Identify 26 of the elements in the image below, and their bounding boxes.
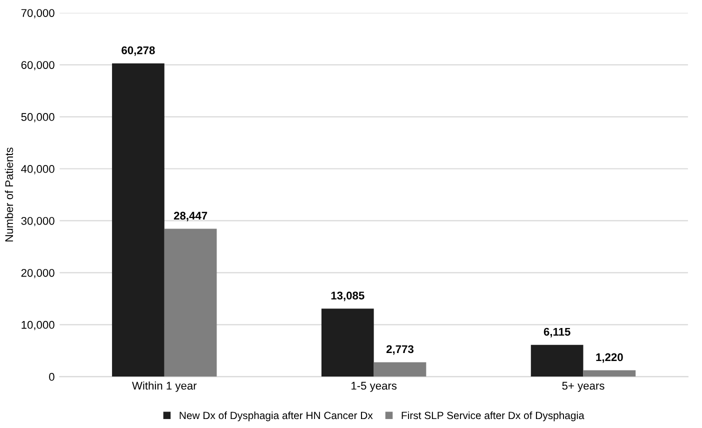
y-tick-label: 50,000 — [21, 113, 54, 122]
bar — [112, 63, 164, 377]
x-tick-label: 5+ years — [562, 382, 604, 392]
legend-label: New Dx of Dysphagia after HN Cancer Dx — [180, 411, 373, 422]
y-tick-label: 30,000 — [21, 216, 54, 226]
y-tick-label: 0 — [49, 372, 54, 381]
data-label: 28,447 — [174, 212, 208, 222]
legend-label: First SLP Service after Dx of Dysphagia — [402, 411, 584, 422]
y-tick-label: 70,000 — [21, 9, 54, 18]
data-label: 13,085 — [331, 292, 364, 302]
bar — [374, 362, 426, 377]
y-axis-title: Number of Patients — [4, 148, 14, 242]
bar — [164, 228, 217, 377]
y-tick-label: 40,000 — [21, 165, 54, 174]
x-tick-label: Within 1 year — [132, 382, 197, 392]
x-tick-label: 1-5 years — [352, 382, 397, 392]
y-tick-label: 20,000 — [21, 268, 54, 278]
bar — [530, 344, 584, 377]
y-tick-label: 60,000 — [21, 61, 54, 70]
data-label: 60,278 — [122, 46, 155, 56]
data-label: 2,773 — [386, 345, 414, 355]
y-tick-label: 10,000 — [22, 320, 54, 330]
bar — [583, 370, 636, 377]
bar — [321, 308, 374, 377]
data-label: 1,220 — [596, 353, 623, 363]
data-label: 6,115 — [544, 328, 570, 338]
